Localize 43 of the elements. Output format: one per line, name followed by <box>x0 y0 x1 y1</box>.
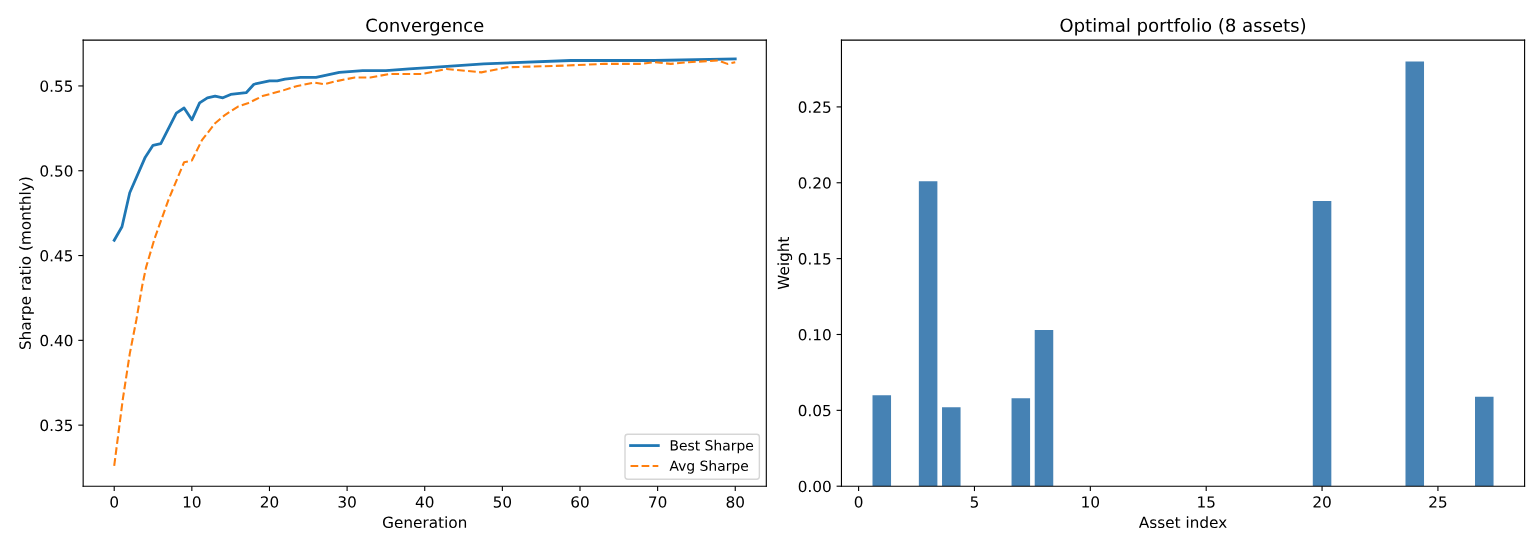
x-tick-label: 5 <box>970 496 978 508</box>
y-tick-label: 0.25 <box>798 101 831 113</box>
bar <box>942 407 961 487</box>
x-tick-label: 0 <box>110 496 119 508</box>
x-axis-title: Generation <box>382 516 467 529</box>
x-tick-label: 10 <box>183 496 201 508</box>
bar <box>1475 396 1494 487</box>
x-tick-label: 0 <box>854 496 863 508</box>
x-tick-label: 60 <box>571 496 589 508</box>
y-tick-label: 0.45 <box>40 250 73 262</box>
x-tick-label: 15 <box>1198 496 1215 508</box>
bar <box>918 181 938 487</box>
x-tick-label: 10 <box>1082 496 1100 508</box>
chart-title: Optimal portfolio (8 assets) <box>1060 18 1306 36</box>
bar <box>1312 200 1332 487</box>
y-tick-label: 0.35 <box>40 419 73 432</box>
x-tick-label: 80 <box>726 496 744 508</box>
x-tick-label: 70 <box>649 496 667 508</box>
x-tick-label: 20 <box>260 496 279 508</box>
y-tick-label: 0.40 <box>40 334 73 347</box>
legend-label: Best Sharpe <box>670 439 754 454</box>
x-tick-label: 20 <box>1313 496 1331 508</box>
bar <box>872 395 892 487</box>
line-series <box>112 57 737 242</box>
x-tick-label: 25 <box>1429 496 1447 508</box>
bar <box>1405 61 1425 487</box>
y-tick-label: 0.15 <box>798 253 831 265</box>
y-axis-title: Weight <box>777 236 793 290</box>
y-axis-title: Sharpe ratio (monthly) <box>19 177 34 350</box>
y-tick-label: 0.20 <box>798 177 831 189</box>
y-tick-label: 0.50 <box>40 165 73 177</box>
x-axis-title: Asset index <box>1138 516 1227 529</box>
x-tick-label: 30 <box>338 496 356 508</box>
y-tick-label: 0.05 <box>798 404 831 417</box>
x-tick-label: 40 <box>415 496 434 508</box>
y-tick-label: 0.00 <box>798 480 831 493</box>
bar <box>1011 398 1031 487</box>
bar <box>1034 329 1054 487</box>
chart-title: Convergence <box>366 18 484 36</box>
y-tick-label: 0.55 <box>40 80 73 92</box>
x-tick-label: 50 <box>493 496 512 508</box>
y-tick-label: 0.10 <box>798 328 831 341</box>
legend-label: Avg Sharpe <box>669 460 749 474</box>
